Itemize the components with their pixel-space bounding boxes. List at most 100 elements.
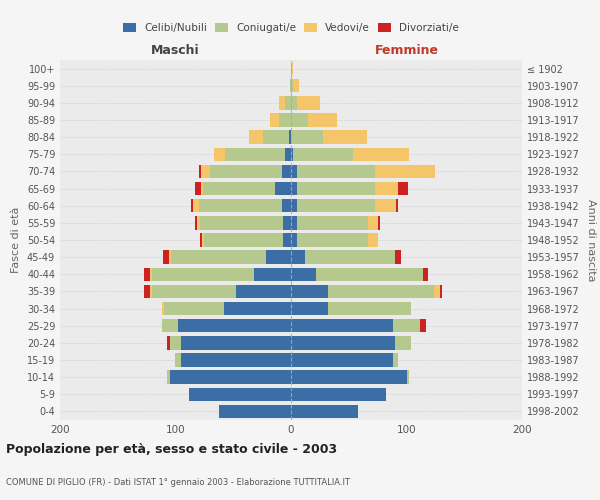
Bar [291,336,395,349]
Bar [289,130,291,144]
Bar [283,234,291,246]
Bar [293,79,299,92]
Bar [200,216,283,230]
Bar [291,268,316,281]
Bar [407,370,409,384]
Bar [323,130,367,144]
Bar [328,302,411,316]
Bar [280,96,285,110]
Bar [368,234,377,246]
Bar [396,199,398,212]
Bar [197,216,200,230]
Bar [163,250,169,264]
Bar [291,182,297,196]
Bar [291,62,293,76]
Bar [291,199,297,212]
Bar [201,182,203,196]
Bar [440,284,442,298]
Bar [236,284,291,298]
Bar [305,250,395,264]
Bar [161,302,164,316]
Text: Maschi: Maschi [151,44,200,58]
Bar [291,302,328,316]
Bar [190,388,291,401]
Bar [434,284,440,298]
Bar [161,319,178,332]
Bar [291,234,297,246]
Bar [291,148,293,161]
Bar [316,268,422,281]
Bar [285,148,291,161]
Bar [205,234,283,246]
Bar [167,370,170,384]
Bar [398,182,407,196]
Bar [353,148,409,161]
Bar [291,216,297,230]
Bar [199,199,282,212]
Bar [392,319,421,332]
Bar [293,148,353,161]
Y-axis label: Fasce di età: Fasce di età [11,207,21,273]
Bar [225,148,285,161]
Bar [297,182,376,196]
Bar [167,336,170,349]
Bar [280,114,291,126]
Bar [254,268,291,281]
Bar [308,114,337,126]
Bar [178,319,291,332]
Bar [285,96,291,110]
Bar [291,130,323,144]
Bar [297,199,376,212]
Text: Femmine: Femmine [374,44,439,58]
Bar [164,302,224,316]
Bar [297,216,368,230]
Bar [376,199,396,212]
Bar [181,354,291,366]
Bar [201,164,210,178]
Bar [291,388,386,401]
Bar [152,284,236,298]
Bar [297,164,376,178]
Bar [395,250,401,264]
Bar [291,370,407,384]
Bar [297,96,320,110]
Bar [328,284,434,298]
Bar [291,79,293,92]
Bar [377,216,380,230]
Bar [199,164,201,178]
Bar [175,354,181,366]
Bar [270,114,280,126]
Bar [291,114,308,126]
Bar [150,268,152,281]
Bar [202,234,205,246]
Bar [210,164,282,178]
Bar [275,182,291,196]
Legend: Celibi/Nubili, Coniugati/e, Vedovi/e, Divorziati/e: Celibi/Nubili, Coniugati/e, Vedovi/e, Di… [119,18,463,37]
Bar [291,354,392,366]
Bar [290,79,291,92]
Bar [376,182,398,196]
Bar [282,199,291,212]
Bar [195,182,201,196]
Y-axis label: Anni di nascita: Anni di nascita [586,198,596,281]
Text: COMUNE DI PIGLIO (FR) - Dati ISTAT 1° gennaio 2003 - Elaborazione TUTTITALIA.IT: COMUNE DI PIGLIO (FR) - Dati ISTAT 1° ge… [6,478,350,487]
Bar [191,199,193,212]
Bar [145,284,150,298]
Bar [200,234,202,246]
Bar [266,250,291,264]
Text: Popolazione per età, sesso e stato civile - 2003: Popolazione per età, sesso e stato civil… [6,442,337,456]
Bar [283,216,291,230]
Bar [193,199,199,212]
Bar [291,284,328,298]
Bar [368,216,377,230]
Bar [395,336,411,349]
Bar [291,250,305,264]
Bar [422,268,428,281]
Bar [170,336,181,349]
Bar [195,216,197,230]
Bar [291,319,392,332]
Bar [220,404,291,418]
Bar [150,284,152,298]
Bar [170,370,291,384]
Bar [171,250,266,264]
